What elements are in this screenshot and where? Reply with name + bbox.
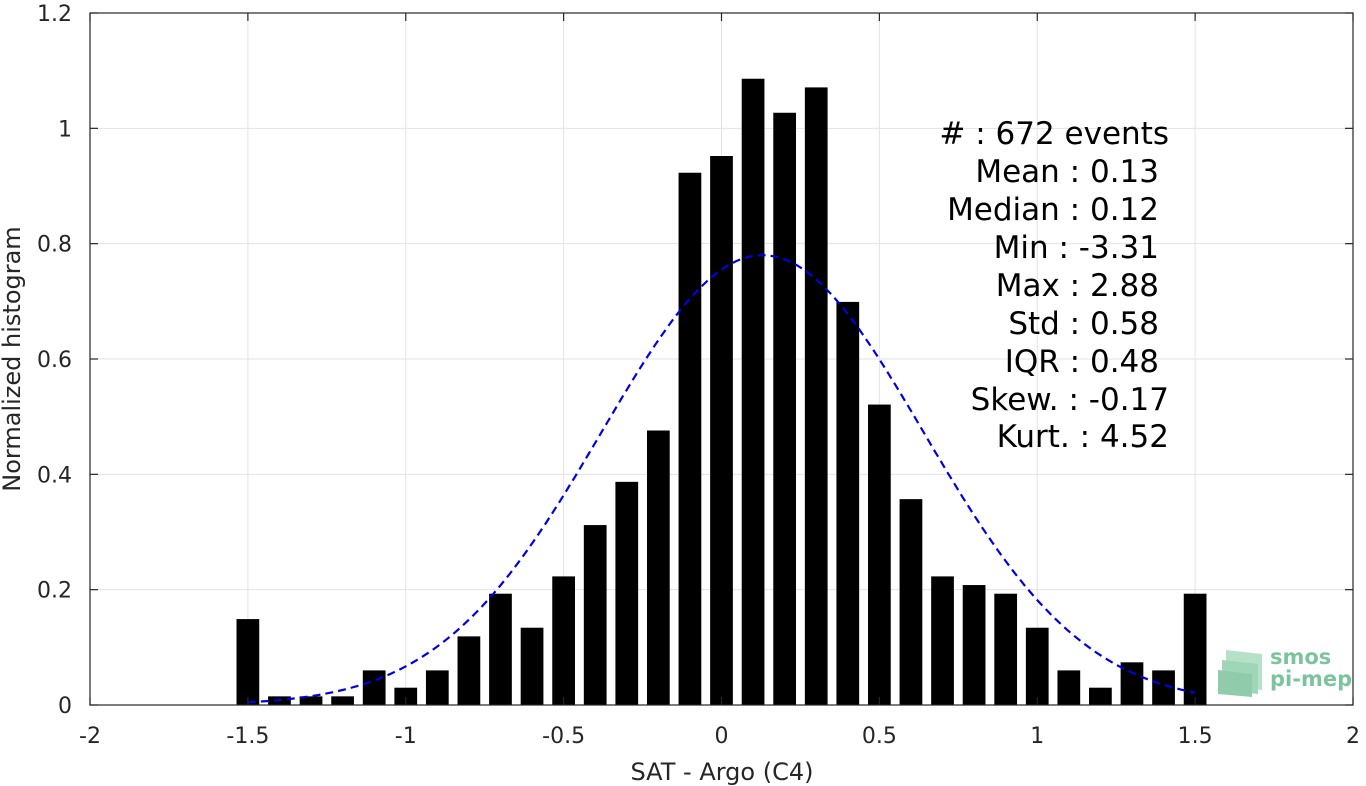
histogram-bar bbox=[615, 481, 639, 705]
x-tick-labels: -2 -1.5 -1 -0.5 0 0.5 1 1.5 2 bbox=[79, 724, 1360, 749]
histogram-bar bbox=[741, 78, 765, 706]
histogram-bar bbox=[394, 687, 418, 705]
histogram-bar bbox=[331, 696, 354, 705]
histogram-bar bbox=[1120, 662, 1144, 705]
histogram-bar bbox=[804, 87, 828, 705]
histogram-bar bbox=[678, 172, 702, 705]
stat-kurt: Kurt. : 4.52 bbox=[997, 419, 1169, 455]
y-axis-label: Normalized histogram bbox=[0, 226, 26, 491]
stat-min: Min : -3.31 bbox=[994, 230, 1159, 266]
x-tick-label: -0.5 bbox=[542, 724, 585, 749]
x-tick-label: -1 bbox=[395, 724, 417, 749]
histogram-bar bbox=[489, 593, 512, 705]
histogram-bar bbox=[646, 430, 670, 705]
histogram-bar bbox=[1183, 593, 1207, 705]
axis-ticks bbox=[89, 12, 1354, 706]
x-tick-label: 0.5 bbox=[862, 724, 897, 749]
histogram-bar bbox=[1089, 687, 1112, 705]
stat-skew: Skew. : -0.17 bbox=[971, 382, 1169, 418]
statistics-annotation: # : 672 events Mean : 0.13 Median : 0.12… bbox=[939, 116, 1169, 455]
histogram-bar bbox=[1152, 670, 1175, 705]
stat-median: Median : 0.12 bbox=[947, 192, 1159, 228]
histogram-bar bbox=[868, 404, 891, 705]
y-tick-label: 0.6 bbox=[37, 348, 72, 373]
x-tick-label: 2 bbox=[1346, 724, 1360, 749]
stat-max: Max : 2.88 bbox=[996, 268, 1159, 304]
normal-fit-curve bbox=[247, 254, 1196, 704]
histogram-bar bbox=[457, 636, 481, 705]
y-tick-label: 0.8 bbox=[37, 233, 72, 258]
histogram-bar bbox=[299, 696, 323, 705]
histogram-bar bbox=[899, 499, 923, 705]
y-tick-label: 1 bbox=[58, 117, 72, 142]
histogram-bar bbox=[520, 627, 544, 705]
stat-iqr: IQR : 0.48 bbox=[1005, 344, 1159, 380]
y-tick-label: 0.4 bbox=[37, 463, 72, 488]
logo-line-1: smos bbox=[1270, 645, 1331, 669]
x-tick-label: -1.5 bbox=[226, 724, 269, 749]
histogram-bar bbox=[425, 670, 449, 705]
histogram-bar bbox=[583, 525, 607, 705]
x-tick-label: 1.5 bbox=[1178, 724, 1213, 749]
y-tick-label: 0.2 bbox=[37, 579, 72, 604]
histogram-bar bbox=[962, 585, 986, 705]
stat-mean: Mean : 0.13 bbox=[975, 154, 1159, 190]
y-tick-labels: 0 0.2 0.4 0.6 0.8 1 1.2 bbox=[37, 2, 72, 719]
histogram-bar bbox=[773, 112, 797, 706]
histogram-bar bbox=[236, 619, 260, 705]
stat-std: Std : 0.58 bbox=[1008, 306, 1159, 342]
histogram-bar bbox=[1057, 670, 1081, 705]
smos-pimep-logo: smos pi-mep bbox=[1218, 645, 1352, 697]
x-axis-label: SAT - Argo (C4) bbox=[631, 758, 814, 786]
y-tick-label: 0 bbox=[58, 694, 72, 719]
x-tick-label: 1 bbox=[1030, 724, 1044, 749]
logo-line-2: pi-mep bbox=[1270, 667, 1352, 691]
y-tick-label: 1.2 bbox=[37, 2, 72, 27]
histogram-bar bbox=[552, 576, 575, 705]
histogram-bar bbox=[931, 576, 954, 705]
histogram-bar bbox=[994, 593, 1018, 705]
histogram-bar bbox=[362, 670, 386, 705]
stat-count: # : 672 events bbox=[939, 116, 1169, 152]
x-tick-label: -2 bbox=[79, 724, 101, 749]
histogram-bar bbox=[836, 301, 860, 705]
histogram-bar bbox=[710, 156, 733, 706]
logo-mark-icon bbox=[1218, 650, 1262, 697]
x-tick-label: 0 bbox=[715, 724, 729, 749]
histogram-bar bbox=[1025, 627, 1049, 705]
